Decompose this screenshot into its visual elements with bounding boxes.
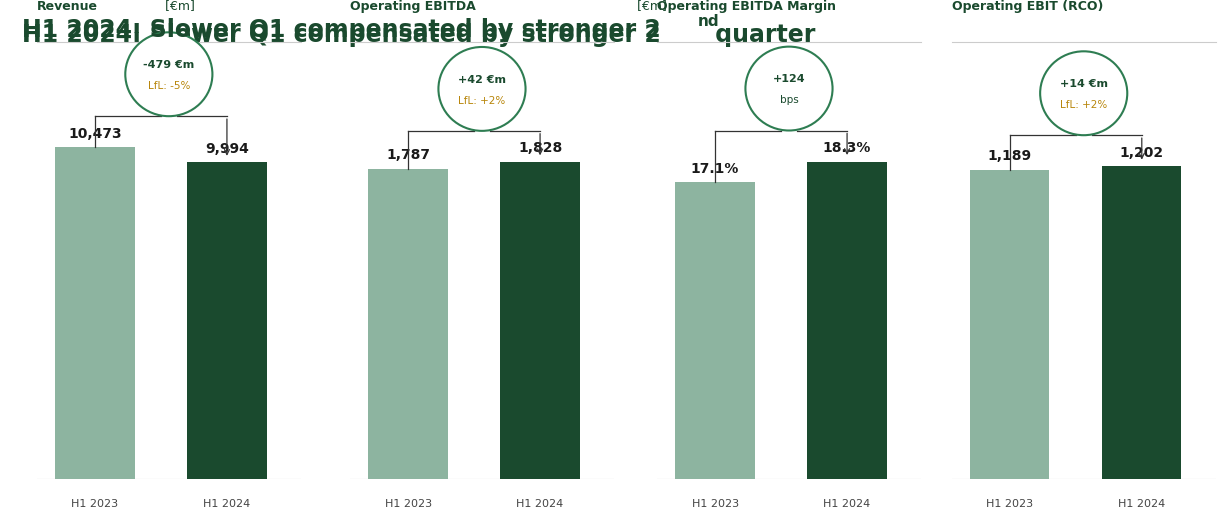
Text: LfL: +2%: LfL: +2% — [1060, 100, 1108, 110]
Text: 18.3%: 18.3% — [823, 141, 871, 155]
Text: 10,473: 10,473 — [68, 127, 122, 141]
FancyBboxPatch shape — [368, 169, 448, 479]
Text: Operating EBITDA: Operating EBITDA — [350, 0, 475, 13]
Text: H1 2024: H1 2024 — [1119, 499, 1165, 510]
FancyBboxPatch shape — [55, 147, 135, 479]
Text: 1,189: 1,189 — [987, 149, 1032, 163]
Text: [€m]: [€m] — [161, 0, 194, 13]
Text: LfL: +2%: LfL: +2% — [458, 96, 506, 106]
Text: H1 2024: H1 2024 — [517, 499, 564, 510]
Text: H1 2024: Slower Q1 compensated by stronger 2: H1 2024: Slower Q1 compensated by strong… — [22, 18, 661, 42]
Ellipse shape — [1040, 52, 1127, 135]
Text: +124: +124 — [772, 75, 806, 84]
Text: H1 2023: H1 2023 — [986, 499, 1033, 510]
Text: LfL: -5%: LfL: -5% — [147, 81, 190, 91]
Text: 17.1%: 17.1% — [691, 162, 739, 176]
Text: quarter: quarter — [707, 23, 815, 47]
Text: Revenue: Revenue — [37, 0, 98, 13]
Ellipse shape — [438, 47, 526, 131]
Text: bps: bps — [780, 95, 798, 105]
Text: 1,828: 1,828 — [518, 141, 562, 155]
Text: -479 €m: -479 €m — [144, 60, 194, 70]
Text: 1,202: 1,202 — [1120, 146, 1164, 159]
Text: H1 2023: H1 2023 — [71, 499, 118, 510]
Text: [€m]: [€m] — [632, 0, 667, 13]
Text: nd: nd — [698, 14, 720, 29]
FancyBboxPatch shape — [675, 182, 755, 479]
FancyBboxPatch shape — [970, 170, 1050, 479]
Text: 1,787: 1,787 — [386, 148, 430, 163]
FancyBboxPatch shape — [808, 162, 887, 479]
FancyBboxPatch shape — [1103, 166, 1181, 479]
Text: H1 2024: Slower Q1 compensated by stronger 2: H1 2024: Slower Q1 compensated by strong… — [22, 23, 661, 47]
Text: +42 €m: +42 €m — [458, 75, 506, 85]
Ellipse shape — [125, 32, 212, 116]
Text: Operating EBIT (RCO): Operating EBIT (RCO) — [952, 0, 1103, 13]
FancyBboxPatch shape — [188, 163, 266, 479]
Text: 9,994: 9,994 — [205, 142, 249, 156]
Text: Operating EBITDA Margin: Operating EBITDA Margin — [657, 0, 836, 13]
Text: H1 2024: H1 2024 — [824, 499, 871, 510]
Text: H1 2024: Slower Q1 compensated by stronger 2nd: H1 2024: Slower Q1 compensated by strong… — [22, 18, 695, 42]
FancyBboxPatch shape — [501, 162, 580, 479]
Text: H1 2023: H1 2023 — [691, 499, 738, 510]
Text: H1 2024: H1 2024 — [204, 499, 251, 510]
Text: H1 2023: H1 2023 — [384, 499, 431, 510]
Text: +14 €m: +14 €m — [1060, 79, 1108, 89]
Ellipse shape — [745, 47, 833, 131]
